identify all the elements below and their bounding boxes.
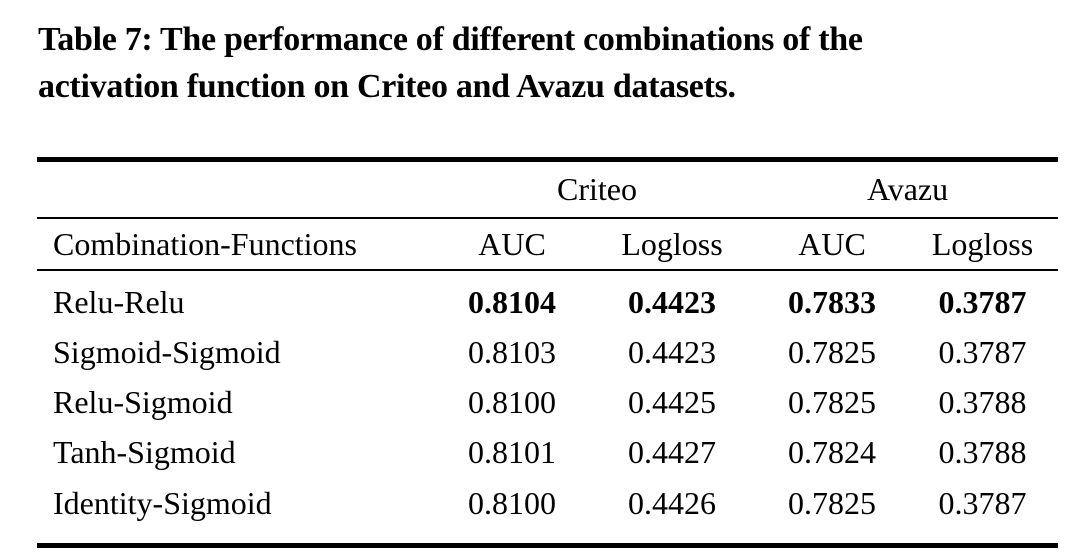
column-header-avazu-auc: AUC xyxy=(757,218,908,271)
metric-value-criteo-auc: 0.8104 xyxy=(468,283,556,320)
metric-value-criteo-auc: 0.8100 xyxy=(468,383,556,420)
row-label: Relu-Sigmoid xyxy=(53,383,233,420)
metric-value-criteo-logloss: 0.4426 xyxy=(587,477,758,548)
results-table: Criteo Avazu Combination-Functions AUC L… xyxy=(37,157,1059,548)
column-header-criteo-logloss: Logloss xyxy=(587,218,758,271)
metric-value-avazu-logloss: 0.3787 xyxy=(938,333,1027,370)
table-area: Criteo Avazu Combination-Functions AUC L… xyxy=(37,157,1059,548)
metric-value-avazu-logloss: 0.3788 xyxy=(938,433,1027,470)
row-label: Tanh-Sigmoid xyxy=(53,433,236,470)
table-caption: Table 7: The performance of different co… xyxy=(38,16,1060,110)
caption-line-1: Table 7: The performance of different co… xyxy=(38,21,863,58)
table-row-relu-sigmoid: Relu-Sigmoid 0.8100 0.4425 0.7825 0.3788 xyxy=(37,377,1058,427)
metric-value-avazu-logloss: 0.3787 xyxy=(907,477,1059,548)
metric-value-criteo-auc: 0.8100 xyxy=(437,477,587,548)
column-header-row: Combination-Functions AUC Logloss AUC Lo… xyxy=(37,218,1059,271)
metric-value-criteo-logloss: 0.4425 xyxy=(628,383,716,420)
row-label: Identity-Sigmoid xyxy=(37,477,437,548)
metric-value-avazu-auc: 0.7825 xyxy=(788,333,877,370)
metric-value-avazu-auc: 0.7825 xyxy=(757,477,908,548)
metric-value-criteo-logloss: 0.4423 xyxy=(628,283,716,320)
metric-value-avazu-auc: 0.7825 xyxy=(788,383,877,420)
group-header-avazu: Avazu xyxy=(757,157,1059,219)
caption-line-2: activation function on Criteo and Avazu … xyxy=(38,68,736,105)
column-header-combination-functions: Combination-Functions xyxy=(37,218,437,271)
group-header-criteo: Criteo xyxy=(437,157,758,219)
table-row-tanh-sigmoid: Tanh-Sigmoid 0.8101 0.4427 0.7824 0.3788 xyxy=(37,427,1058,477)
table-row-relu-relu: Relu-Relu 0.8104 0.4423 0.7833 0.3787 xyxy=(37,270,1058,327)
metric-value-criteo-logloss: 0.4427 xyxy=(628,433,716,470)
column-header-criteo-auc: AUC xyxy=(437,218,587,271)
row-label: Relu-Relu xyxy=(53,283,185,320)
metric-value-criteo-auc: 0.8103 xyxy=(468,333,556,370)
group-header-spacer xyxy=(37,157,437,219)
metric-value-avazu-auc: 0.7833 xyxy=(788,283,877,320)
metric-value-avazu-auc: 0.7824 xyxy=(788,433,877,470)
paper-page: Table 7: The performance of different co… xyxy=(0,16,1090,560)
table-row-sigmoid-sigmoid: Sigmoid-Sigmoid 0.8103 0.4423 0.7825 0.3… xyxy=(37,327,1058,377)
dataset-group-header-row: Criteo Avazu xyxy=(37,157,1059,219)
metric-value-avazu-logloss: 0.3787 xyxy=(938,283,1027,320)
metric-value-avazu-logloss: 0.3788 xyxy=(938,383,1027,420)
metric-value-criteo-logloss: 0.4423 xyxy=(628,333,716,370)
row-label: Sigmoid-Sigmoid xyxy=(53,333,281,370)
table-row-identity-sigmoid: Identity-Sigmoid 0.8100 0.4426 0.7825 0.… xyxy=(37,477,1059,548)
column-header-avazu-logloss: Logloss xyxy=(907,218,1059,271)
metric-value-criteo-auc: 0.8101 xyxy=(468,433,556,470)
